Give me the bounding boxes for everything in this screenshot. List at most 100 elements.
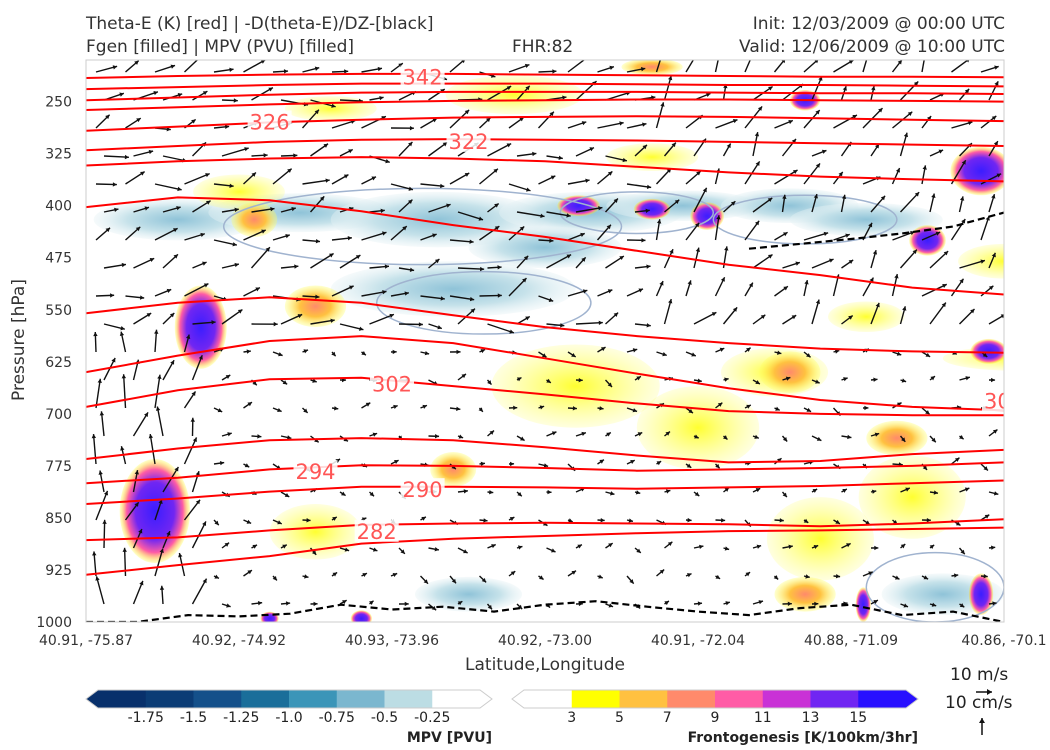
wind-vector-head xyxy=(754,220,760,226)
wind-vector-head xyxy=(966,60,970,63)
wind-vector xyxy=(103,155,129,158)
wind-vector-head xyxy=(153,91,158,96)
wind-vector-head xyxy=(134,60,139,65)
wind-vector-head xyxy=(755,380,760,385)
wind-vector-head xyxy=(745,572,751,577)
wind-vector-head xyxy=(953,573,959,578)
wind-vector-head xyxy=(277,407,282,413)
wind-vector-head xyxy=(933,490,939,495)
colorbar-tick-label: -1.5 xyxy=(180,710,207,726)
contour-label-bg xyxy=(1005,517,1049,539)
wind-vector-head xyxy=(581,257,586,262)
wind-vector-head xyxy=(525,316,530,321)
wind-vector-head xyxy=(361,517,367,522)
wind-vector-head xyxy=(110,293,115,298)
wind-vector-head xyxy=(697,378,702,383)
wind-vector-head xyxy=(607,171,613,176)
wind-vector-head xyxy=(377,66,382,72)
wind-vector-head xyxy=(609,65,614,70)
wind-vector-head xyxy=(874,545,879,551)
wind-vector-head xyxy=(277,520,282,525)
wind-vector-head xyxy=(408,141,413,147)
wind-vector-head xyxy=(461,60,465,64)
wind-vector-head xyxy=(469,239,474,244)
wind-vector-head xyxy=(176,206,181,211)
wind-vector xyxy=(546,254,572,269)
wind-vector-head xyxy=(661,48,665,52)
colorbar-tick-label: 5 xyxy=(615,710,624,726)
wind-vector-head xyxy=(711,312,717,317)
wind-vector-head xyxy=(124,154,129,160)
wind-vector-head xyxy=(931,193,936,198)
wind-vector-head xyxy=(244,463,250,468)
wind-vector-head xyxy=(92,551,97,556)
wind-vector-head xyxy=(139,580,144,586)
wind-vector-head xyxy=(282,544,287,549)
wind-vector xyxy=(811,299,820,325)
wind-vector xyxy=(487,323,515,334)
colorbar-extend-left xyxy=(86,690,98,708)
theta-e-contour-306 xyxy=(86,335,1004,412)
wind-vector xyxy=(929,302,947,325)
wind-vector-head xyxy=(852,115,857,119)
wind-vector xyxy=(950,218,966,241)
wind-vector xyxy=(744,60,751,73)
wind-vector xyxy=(487,85,512,101)
wind-vector-head xyxy=(489,430,495,435)
vector-key-u-label: 10 m/s xyxy=(950,665,1008,685)
wind-vector-head xyxy=(424,350,430,356)
wind-vector-head xyxy=(232,242,237,247)
wind-vector xyxy=(103,357,116,381)
colorbar-segment xyxy=(715,690,764,708)
wind-vector xyxy=(449,109,470,129)
wind-vector-head xyxy=(489,489,494,495)
wind-vector-head xyxy=(234,207,239,213)
wind-vector-head xyxy=(478,407,483,412)
wind-vector-head xyxy=(568,518,573,523)
wind-vector xyxy=(184,283,209,297)
colorbar-segment xyxy=(98,690,147,708)
wind-vector-head xyxy=(255,287,260,292)
wind-vector-head xyxy=(757,106,763,111)
wind-vector-head xyxy=(286,435,292,440)
wind-vector xyxy=(714,215,720,241)
wind-vector-head xyxy=(671,142,676,148)
wind-vector-head xyxy=(481,577,487,583)
wind-vector-head xyxy=(783,286,788,291)
y-tick-label: 700 xyxy=(45,407,72,423)
fill-region xyxy=(174,285,227,369)
wind-vector-head xyxy=(589,147,594,152)
contour-label-bg xyxy=(247,110,292,133)
wind-vector xyxy=(250,246,271,269)
wind-vector-head xyxy=(392,572,398,578)
wind-vector xyxy=(302,179,330,185)
fill-region xyxy=(606,143,698,172)
colorbar-extend-right xyxy=(480,690,492,708)
wind-vector-head xyxy=(379,95,384,101)
wind-vector-head xyxy=(464,109,470,115)
fill-region xyxy=(491,344,660,428)
wind-vector-head xyxy=(516,377,522,382)
wind-vector-head xyxy=(434,258,440,264)
wind-vector-head xyxy=(458,434,464,439)
wind-vector-head xyxy=(792,170,798,174)
wind-vector xyxy=(921,60,925,73)
wind-vector-head xyxy=(777,458,782,463)
wind-vector xyxy=(339,254,361,269)
wind-vector-head xyxy=(699,544,704,550)
wind-vector-head xyxy=(442,142,448,147)
wind-vector-head xyxy=(146,313,152,318)
wind-vector-head xyxy=(510,571,516,576)
wind-vector xyxy=(959,259,986,269)
contour-label: 282 xyxy=(357,520,397,544)
wind-vector-head xyxy=(233,98,238,103)
wind-vector-head xyxy=(732,307,738,312)
wind-vector-head xyxy=(119,92,124,97)
wind-vector-head xyxy=(813,544,819,550)
colorbar-segment xyxy=(619,690,668,708)
theta-e-contours xyxy=(86,72,1004,576)
wind-vector-head xyxy=(622,157,627,163)
wind-vector-head xyxy=(991,252,996,258)
contour-label-bg xyxy=(1020,444,1050,466)
wind-vector-head xyxy=(665,489,671,494)
